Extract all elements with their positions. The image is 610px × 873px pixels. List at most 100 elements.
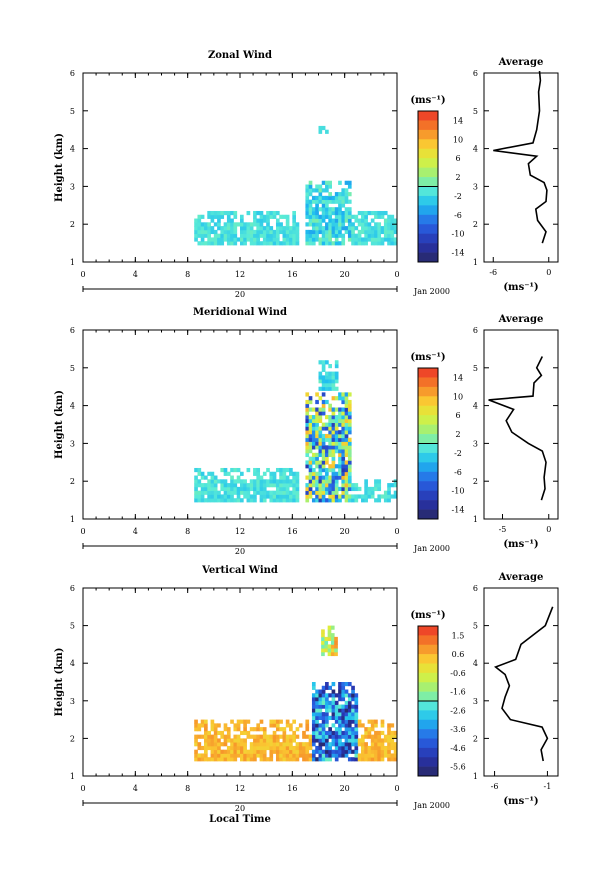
heat-cell (285, 749, 290, 754)
heat-cell (197, 498, 202, 503)
heat-cell (223, 229, 228, 235)
heat-cell (233, 727, 238, 732)
heat-cell (223, 226, 228, 231)
heat-cell (390, 723, 395, 728)
heat-cell (269, 734, 274, 739)
heat-cell (344, 403, 349, 408)
heat-cell (325, 749, 329, 754)
heat-cell (374, 233, 378, 238)
heat-cell (344, 486, 349, 492)
heat-cell (325, 742, 329, 747)
heat-cell (380, 226, 385, 231)
heat-cell (334, 498, 339, 503)
heat-cell (230, 494, 234, 499)
heat-cell (318, 407, 323, 412)
heat-cell (325, 704, 329, 709)
heat-cell (230, 210, 234, 216)
heat-cell (275, 222, 280, 227)
heat-cell (259, 241, 264, 246)
heat-cell (256, 467, 261, 473)
heat-cell (331, 407, 336, 412)
heat-cell (328, 449, 332, 454)
heat-cell (321, 203, 326, 208)
heat-cell (367, 730, 372, 736)
heat-cell (380, 749, 385, 754)
heat-cell (321, 364, 326, 369)
heat-cell (275, 753, 280, 758)
heat-cell (272, 749, 277, 754)
heat-cell (338, 723, 342, 728)
avg-y-tick-label: 3 (473, 439, 478, 448)
heat-cell (249, 494, 254, 499)
heat-cell (282, 738, 287, 743)
heat-cell (282, 745, 287, 751)
heat-cell (325, 460, 329, 465)
heat-cell (331, 229, 336, 235)
heat-cell (351, 494, 355, 499)
heat-cell (334, 195, 339, 201)
heat-cell (308, 475, 313, 480)
heat-cell (302, 749, 306, 754)
heat-cell (393, 749, 398, 754)
heat-cell (240, 745, 244, 751)
heat-cell (334, 644, 338, 649)
heat-cell (256, 753, 261, 758)
heat-cell (374, 742, 378, 747)
heat-cell (315, 445, 319, 450)
heat-cell (344, 411, 349, 416)
heat-cell (367, 494, 372, 499)
heat-cell (351, 712, 355, 717)
heat-cell (341, 396, 346, 401)
heatmap (194, 625, 398, 762)
heat-cell (249, 727, 254, 732)
heat-cell (256, 742, 261, 747)
heat-cell (377, 745, 382, 751)
heat-cell (233, 490, 238, 495)
heat-cell (315, 214, 319, 219)
heat-cell (197, 723, 202, 728)
heat-cell (200, 753, 205, 758)
heat-cell (325, 184, 329, 189)
heat-cell (321, 498, 326, 503)
heat-cell (393, 241, 398, 246)
heat-cell (344, 730, 349, 736)
heat-cell (266, 479, 270, 484)
heat-cell (380, 241, 385, 246)
heat-cell (311, 241, 316, 246)
heat-cell (318, 426, 323, 431)
heat-cell (259, 222, 264, 227)
heat-cell (344, 723, 349, 728)
heat-cell (383, 490, 388, 495)
heat-cell (256, 486, 261, 492)
heat-cell (370, 210, 375, 216)
heat-cell (387, 490, 391, 495)
heat-cell (351, 719, 355, 724)
x-tick-label: 0 (394, 270, 399, 279)
heat-cell (328, 233, 332, 238)
heat-cell (240, 233, 244, 238)
heat-cell (387, 757, 391, 762)
heat-cell (305, 195, 310, 201)
heat-cell (305, 392, 310, 397)
heat-cell (266, 738, 270, 743)
heat-cell (361, 214, 365, 219)
heat-cell (213, 734, 218, 739)
heat-cell (318, 723, 323, 728)
heat-cell (318, 498, 323, 503)
heat-cell (321, 700, 326, 705)
heat-cell (351, 498, 355, 503)
heat-cell (266, 742, 270, 747)
heat-cell (279, 742, 283, 747)
heat-cell (334, 418, 339, 424)
heat-cell (338, 734, 342, 739)
heat-cell (330, 648, 335, 653)
heat-cell (387, 734, 391, 739)
heat-cell (334, 727, 339, 732)
heat-cell (204, 745, 208, 751)
heat-cell (275, 479, 280, 484)
heat-cell (226, 745, 231, 751)
heat-cell (338, 727, 342, 732)
heat-cell (325, 712, 329, 717)
heat-cell (315, 734, 319, 739)
heat-cell (253, 210, 257, 216)
